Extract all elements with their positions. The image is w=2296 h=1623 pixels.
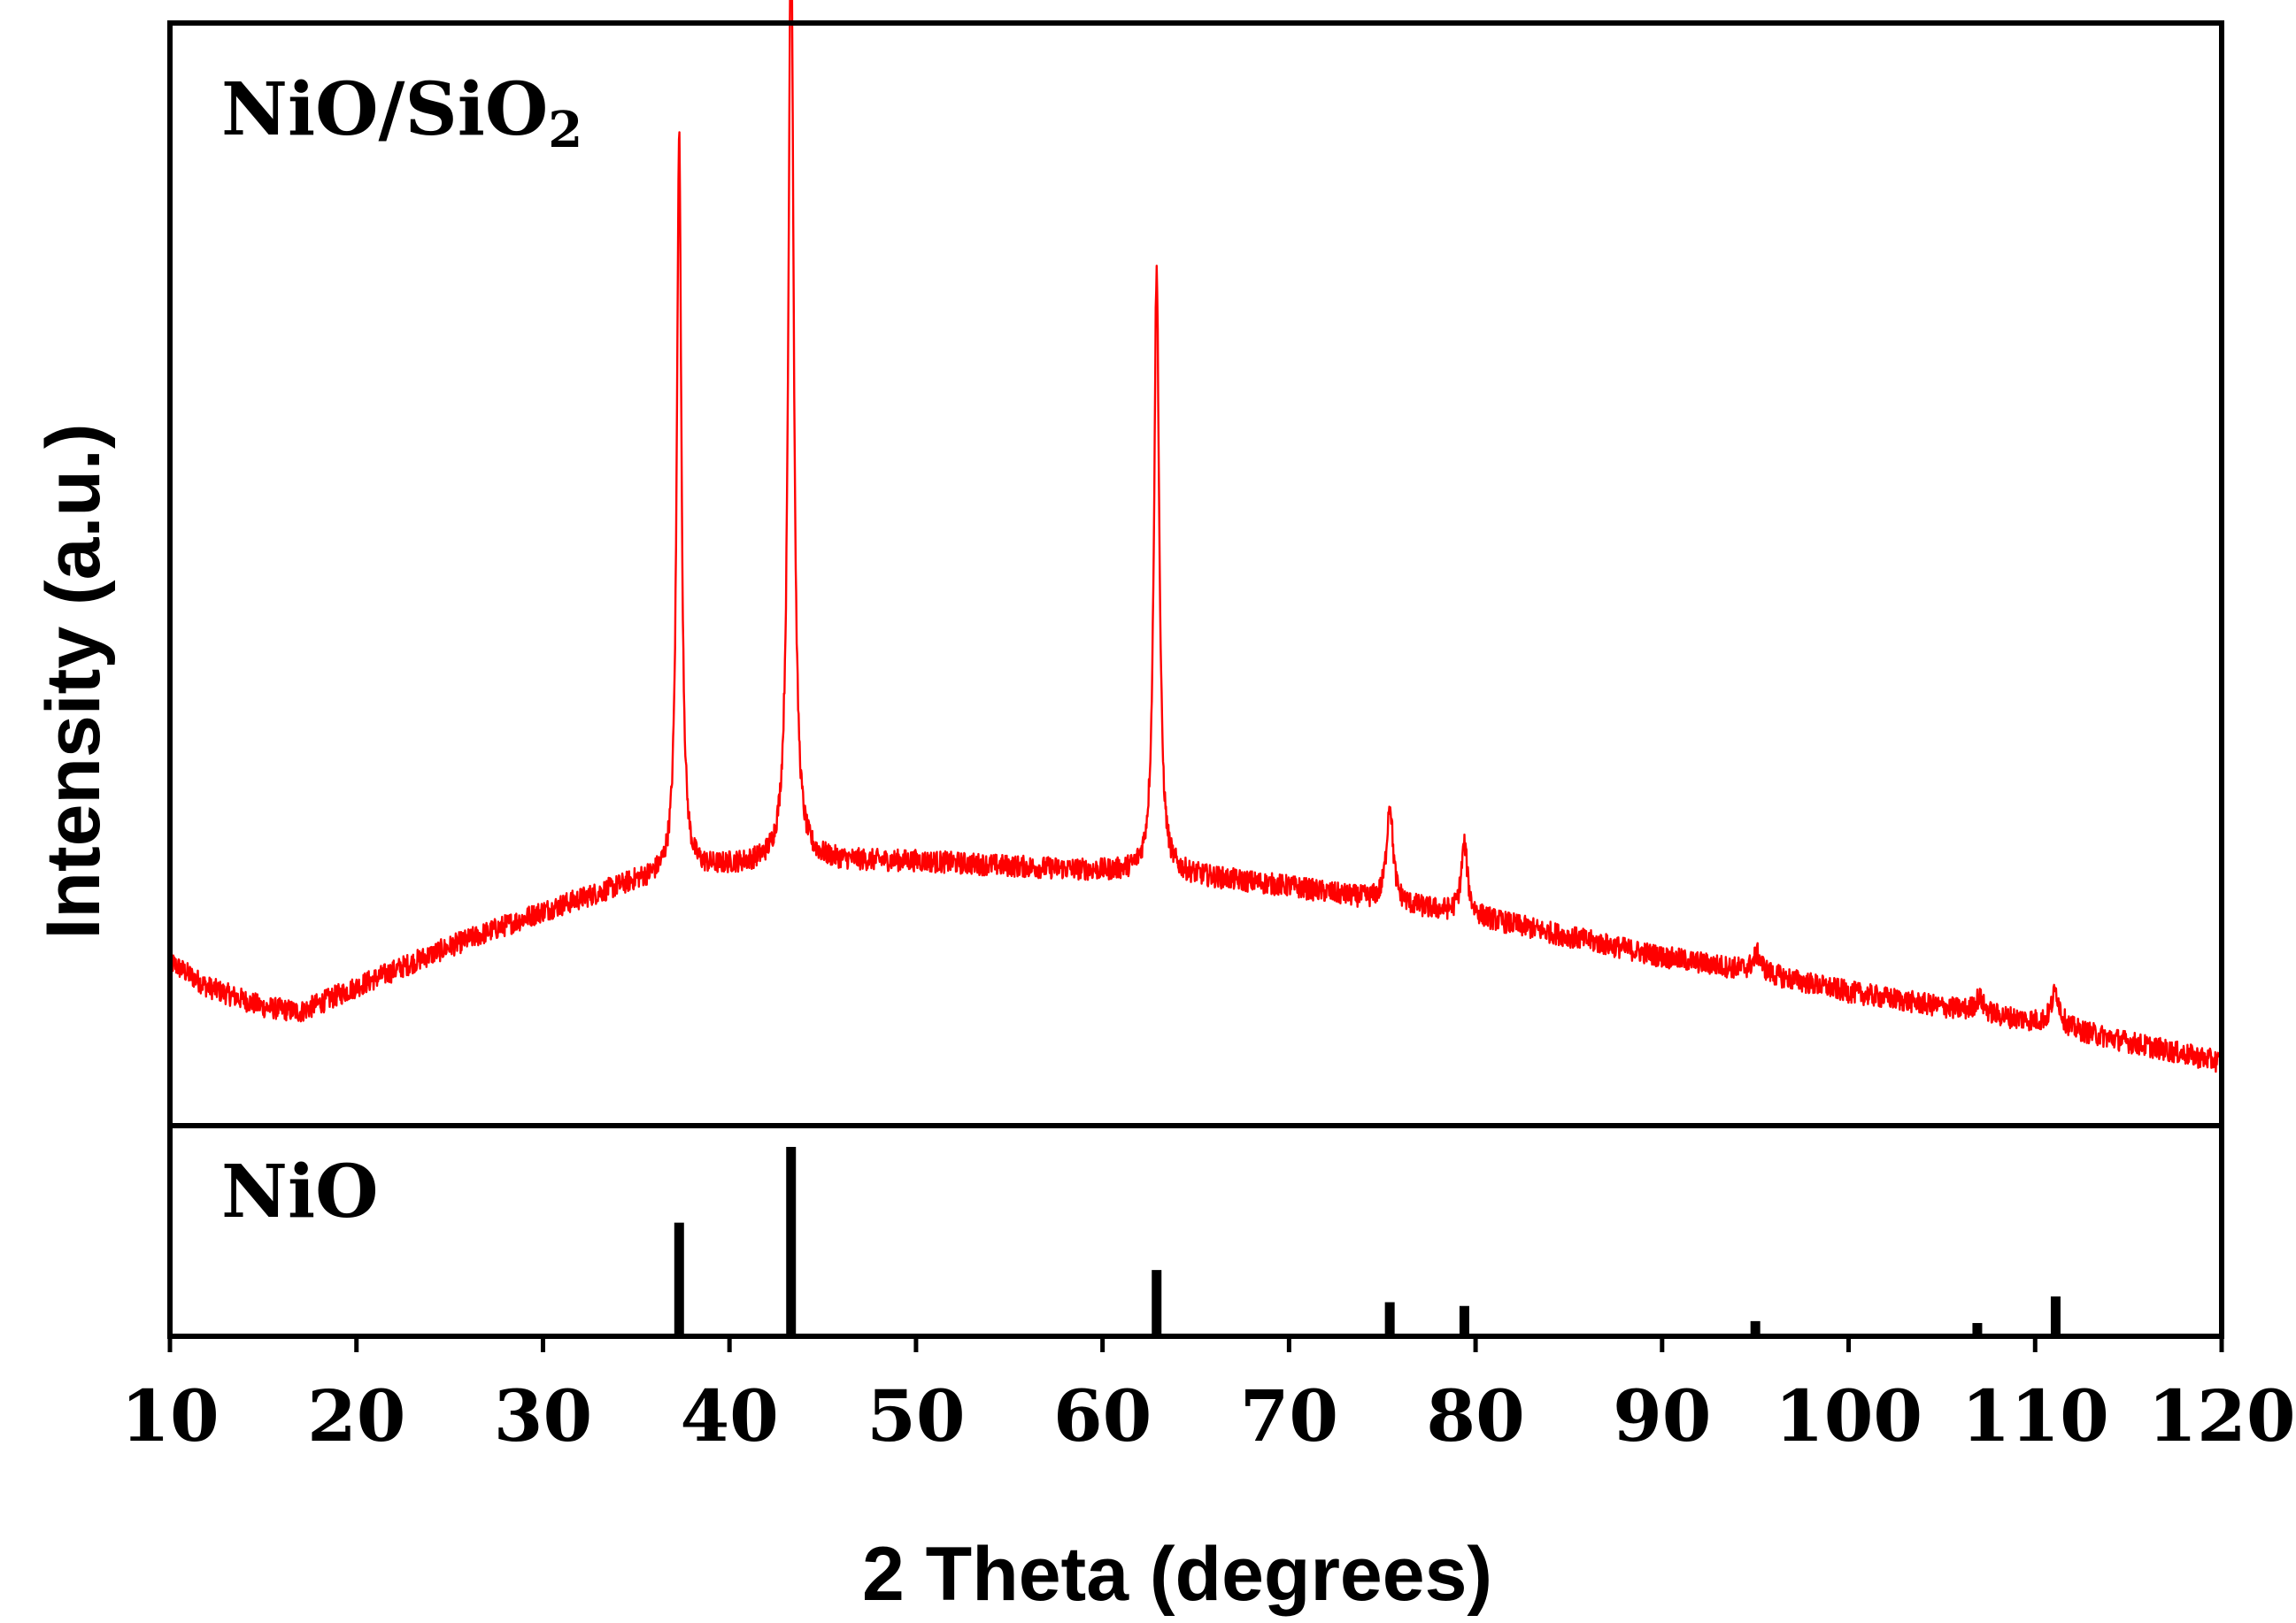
bottom-panel-label: NiO [221,1150,379,1235]
x-axis-title: 2 Theta (degrees) [862,1532,1492,1617]
x-tick-label-20: 20 [307,1374,405,1458]
reference-sticks-group [674,1147,2061,1336]
x-tick-label-80: 80 [1426,1374,1524,1458]
top-panel-label-main: NiO/SiO [221,67,548,152]
x-tick-label-100: 100 [1775,1374,1922,1458]
x-tick-label-10: 10 [120,1374,219,1458]
x-ticks-group: 10 20 30 40 50 60 70 80 90 100 110 120 [120,1336,2296,1458]
top-panel-frame [167,20,2224,1128]
top-series-line [168,0,2223,1073]
x-tick-label-60: 60 [1053,1374,1152,1458]
y-axis-title: Intensity (a.u.) [31,424,116,940]
x-tick-label-90: 90 [1613,1374,1711,1458]
x-tick-label-30: 30 [494,1374,592,1458]
frame-group [167,20,2224,1339]
top-series-group [168,0,2223,1073]
top-panel-label-subscript: 2 [548,101,582,159]
x-tick-label-120: 120 [2148,1374,2296,1458]
x-tick-label-50: 50 [867,1374,965,1458]
top-panel-label: NiO/SiO2 [221,67,582,159]
x-tick-label-110: 110 [1961,1374,2109,1458]
x-tick-label-40: 40 [681,1374,779,1458]
x-tick-label-70: 70 [1240,1374,1338,1458]
